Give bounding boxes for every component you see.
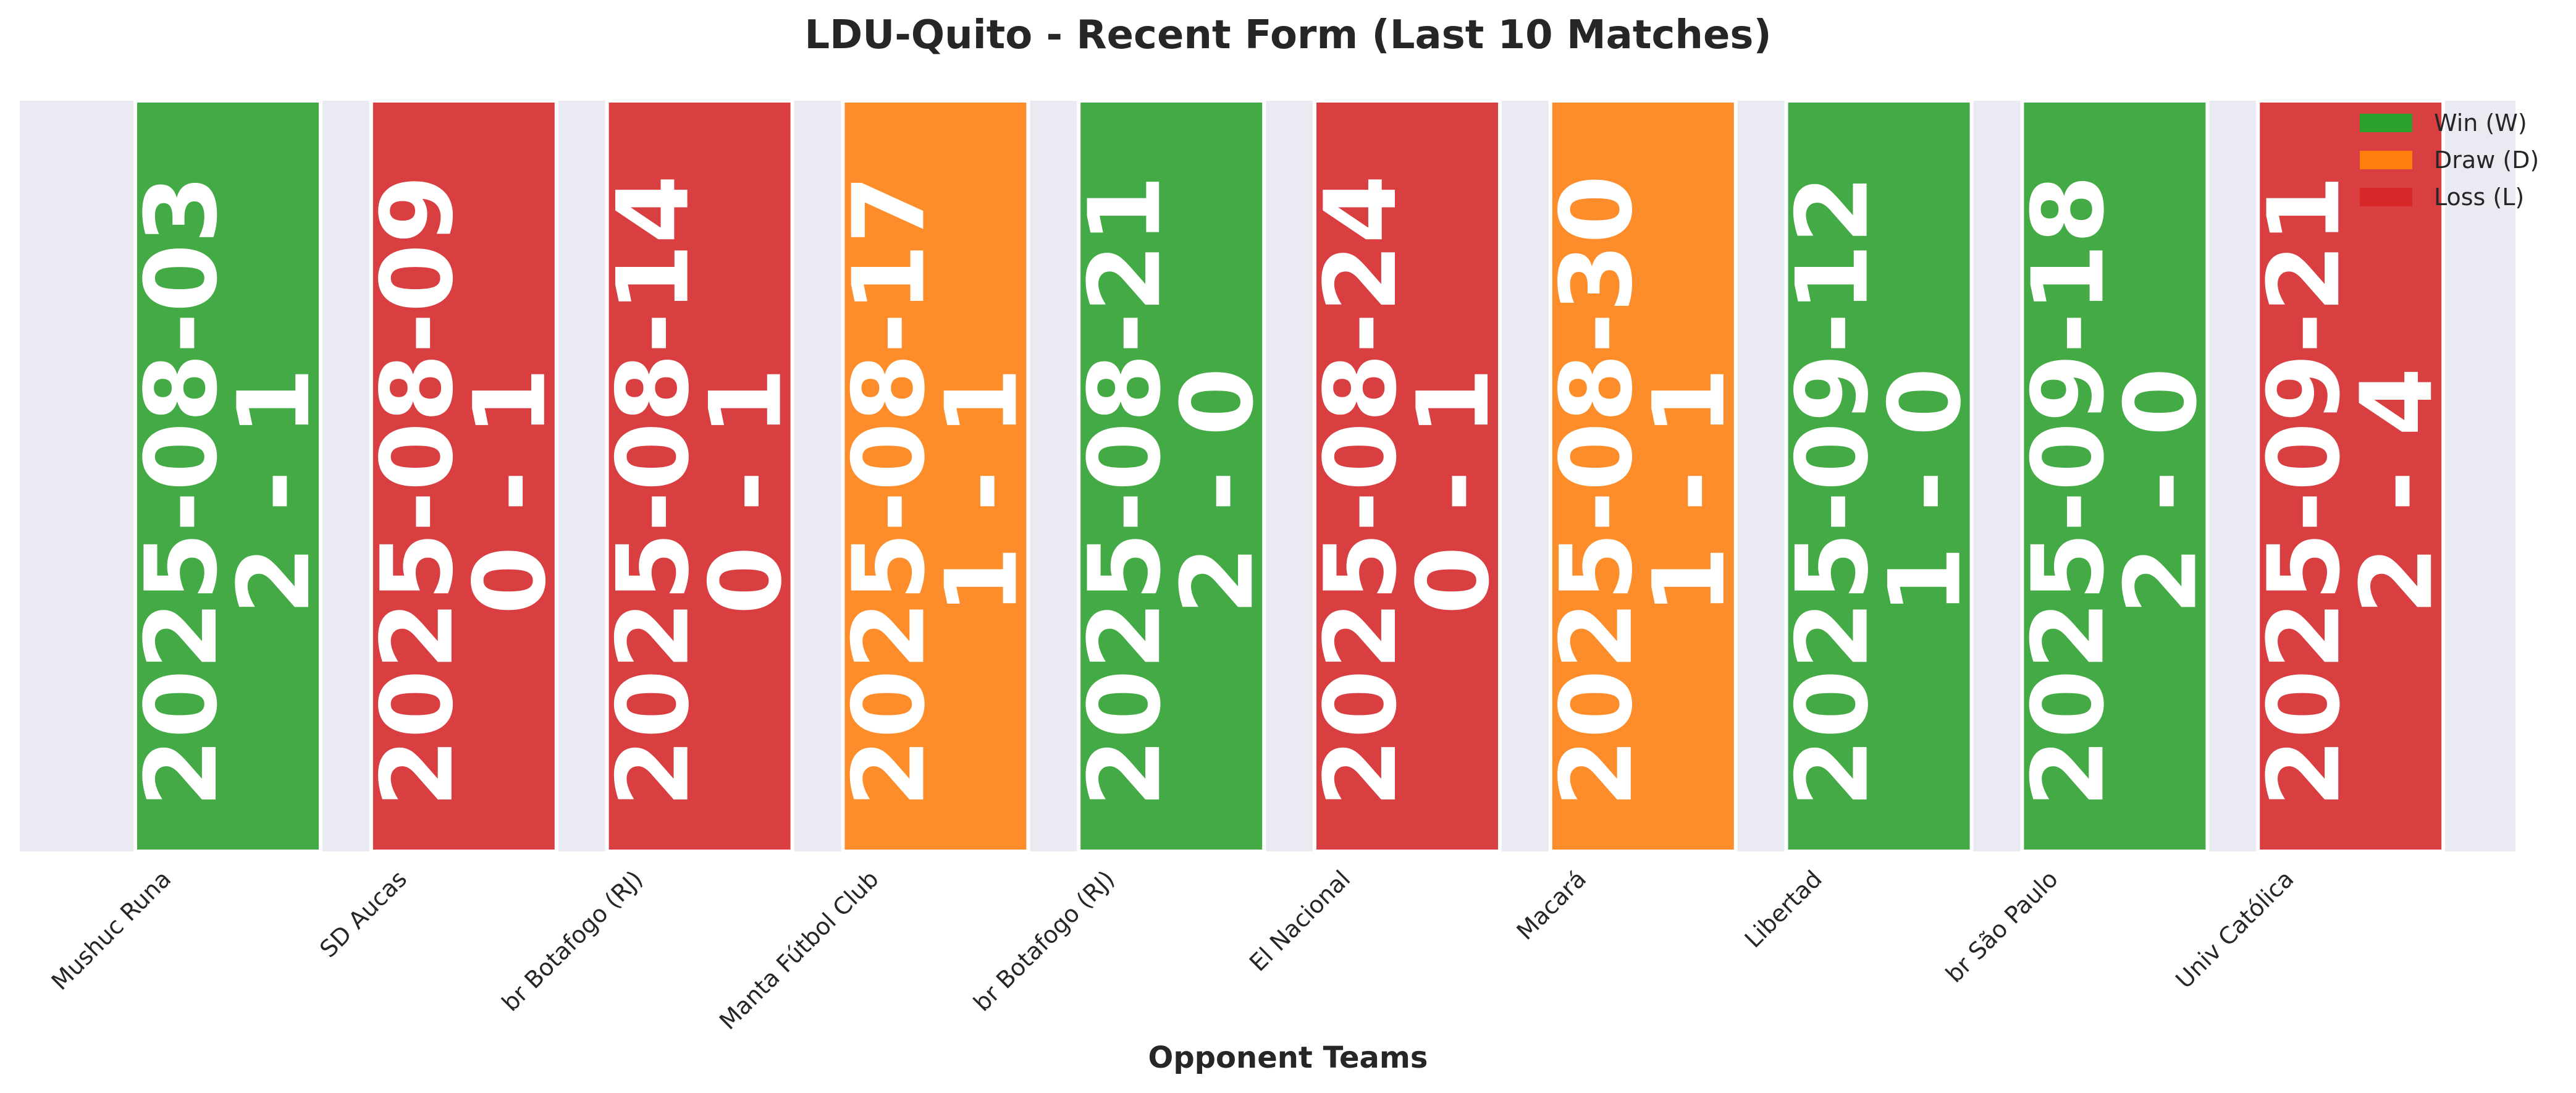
x-tick-label-2: SD Aucas [314,865,412,963]
legend-swatch-l [2360,188,2412,206]
bar-date-10: 2025-09-21 [2246,175,2362,807]
bar-label-10: 2025-09-212 - 4 [2246,175,2454,807]
bar-5 [1077,99,1266,853]
x-tick-label-3: br Botafogo (RJ) [497,865,648,1016]
x-tick-labels: Mushuc Runa SD Aucas br Botafogo (RJ) Manta… [46,865,2299,1035]
bar-date-8: 2025-09-12 [1775,175,1890,807]
bar-score-1: 2 - 1 [216,368,332,615]
legend-label-w: Win (W) [2434,109,2527,137]
bar-label-1: 2025-08-032 - 1 [124,175,332,807]
bar-score-4: 1 - 1 [924,368,1039,615]
legend-swatch-d [2360,151,2412,169]
bar-date-5: 2025-08-21 [1067,175,1182,807]
bar-score-7: 1 - 1 [1631,368,1747,615]
bar-label-5: 2025-08-212 - 0 [1067,175,1275,807]
legend-label-d: Draw (D) [2434,146,2539,174]
bar-date-2: 2025-08-09 [360,175,475,807]
bar-7 [1548,99,1738,853]
x-tick-label-8: Libertad [1740,865,1827,953]
bars-group: 2025-08-032 - 1 2025-08-090 - 1 2025-08-14… [124,99,2454,853]
bar-8 [1784,99,1974,853]
bar-date-1: 2025-08-03 [124,175,239,807]
bar-label-9: 2025-09-182 - 0 [2010,175,2218,807]
bar-score-6: 0 - 1 [1395,368,1511,615]
bar-date-7: 2025-08-30 [1539,175,1654,807]
bar-label-6: 2025-08-240 - 1 [1303,175,1511,807]
x-tick-label-6: El Nacional [1244,865,1355,976]
bar-label-3: 2025-08-140 - 1 [596,175,804,807]
bar-1 [133,99,322,853]
x-tick-label-7: Macará [1512,865,1592,945]
x-tick-label-10: Univ Católica [2170,865,2299,994]
x-tick-label-9: br São Paulo [1940,865,2063,988]
bar-score-2: 0 - 1 [452,368,568,615]
legend-swatch-w [2360,114,2412,132]
bar-score-8: 1 - 0 [1867,368,1983,615]
bar-date-4: 2025-08-17 [831,175,946,807]
legend: Win (W) Draw (D) Loss (L) [2360,109,2539,211]
x-tick-label-1: Mushuc Runa [46,865,177,995]
legend-label-l: Loss (L) [2434,184,2524,211]
bar-score-10: 2 - 4 [2339,368,2454,615]
bar-date-6: 2025-08-24 [1303,175,1418,807]
bar-10 [2256,99,2446,853]
bar-label-4: 2025-08-171 - 1 [831,175,1039,807]
x-axis-label: Opponent Teams [1148,1040,1428,1075]
bar-date-3: 2025-08-14 [596,175,711,807]
bar-date-9: 2025-09-18 [2010,175,2126,807]
chart-title: LDU-Quito - Recent Form (Last 10 Matches… [804,12,1771,58]
bar-score-5: 2 - 0 [1160,368,1275,615]
bar-3 [605,99,794,853]
bar-score-9: 2 - 0 [2103,368,2218,615]
x-tick-label-4: Manta Fútbol Club [714,865,884,1035]
bar-4 [841,99,1030,853]
bar-label-8: 2025-09-121 - 0 [1775,175,1983,807]
bar-label-2: 2025-08-090 - 1 [360,175,568,807]
bar-9 [2020,99,2210,853]
bar-2 [369,99,558,853]
bar-6 [1313,99,1502,853]
x-tick-label-5: br Botafogo (RJ) [968,865,1119,1016]
bar-score-3: 0 - 1 [688,368,804,615]
bar-label-7: 2025-08-301 - 1 [1539,175,1747,807]
